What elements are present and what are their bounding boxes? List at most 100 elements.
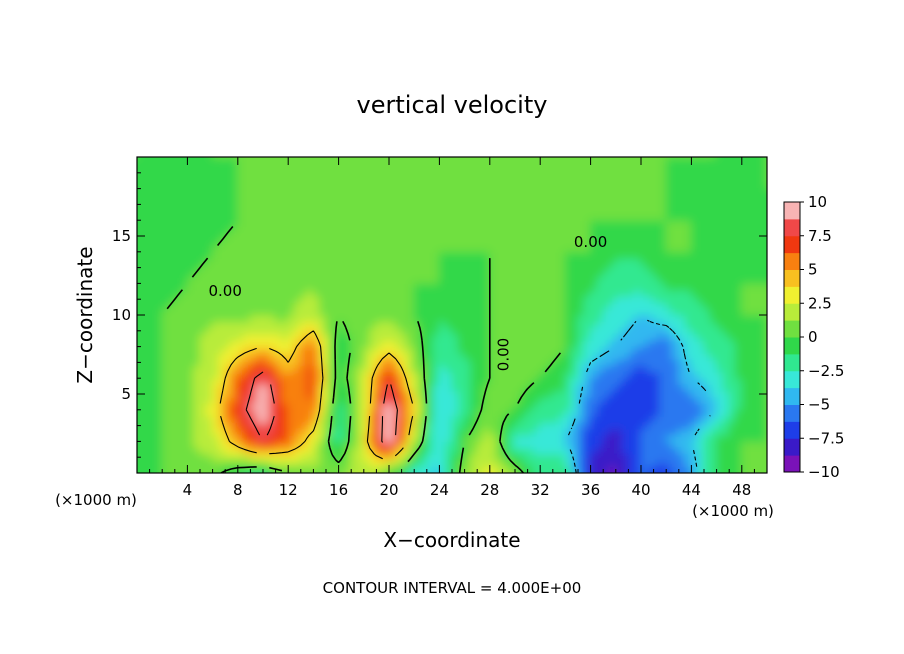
field-cell	[590, 200, 598, 209]
field-cell	[741, 295, 749, 303]
field-cell	[193, 390, 201, 398]
field-cell	[161, 320, 170, 329]
field-cell	[369, 188, 377, 196]
field-cell	[722, 421, 730, 430]
field-cell	[167, 383, 176, 392]
field-cell	[268, 320, 277, 329]
field-cell	[268, 282, 277, 291]
field-cell	[533, 232, 541, 240]
field-cell	[564, 194, 573, 202]
field-cell	[237, 352, 245, 360]
field-cell	[331, 383, 340, 392]
field-cell	[275, 206, 283, 215]
plot-field	[137, 157, 767, 473]
field-cell	[237, 244, 245, 253]
field-cell	[174, 320, 182, 329]
field-cell	[325, 396, 333, 405]
field-cell	[413, 238, 422, 247]
field-cell	[602, 301, 611, 310]
field-cell	[256, 213, 264, 221]
field-cell	[596, 314, 604, 322]
field-cell	[161, 377, 170, 386]
field-cell	[300, 282, 308, 291]
field-cell	[161, 402, 170, 411]
field-cell	[533, 219, 541, 228]
field-cell	[602, 282, 611, 291]
field-cell	[615, 364, 623, 373]
field-cell	[369, 390, 377, 398]
field-cell	[249, 181, 258, 190]
field-cell	[199, 415, 207, 424]
field-cell	[659, 225, 667, 234]
field-cell	[722, 270, 730, 278]
field-cell	[464, 263, 472, 272]
field-cell	[142, 421, 151, 430]
field-cell	[243, 447, 251, 455]
field-cell	[533, 301, 541, 310]
field-cell	[527, 251, 535, 259]
field-cell	[275, 377, 283, 386]
field-cell	[419, 402, 428, 411]
field-cell	[230, 188, 239, 196]
field-cell	[678, 314, 686, 322]
field-cell	[533, 263, 541, 272]
field-cell	[545, 339, 554, 348]
field-cell	[338, 396, 346, 405]
field-cell	[703, 428, 711, 436]
field-cell	[419, 440, 428, 449]
field-cell	[753, 371, 762, 379]
field-cell	[388, 383, 396, 392]
field-cell	[419, 339, 428, 348]
field-cell	[608, 346, 617, 354]
field-cell	[684, 314, 692, 322]
field-cell	[199, 453, 207, 461]
field-cell	[212, 447, 220, 455]
field-cell	[709, 194, 718, 202]
field-cell	[514, 244, 522, 253]
field-cell	[722, 219, 730, 228]
field-cell	[155, 320, 163, 329]
field-cell	[281, 263, 289, 272]
field-cell	[224, 339, 233, 348]
field-cell	[249, 453, 258, 461]
field-cell	[230, 447, 239, 455]
field-cell	[230, 358, 239, 367]
field-cell	[382, 219, 390, 228]
field-cell	[665, 440, 674, 449]
field-cell	[722, 371, 730, 379]
field-cell	[268, 440, 277, 449]
field-cell	[331, 194, 340, 202]
field-cell	[753, 301, 762, 310]
field-cell	[722, 213, 730, 221]
field-cell	[382, 289, 390, 297]
field-cell	[243, 282, 251, 291]
field-cell	[369, 276, 377, 284]
field-cell	[722, 390, 730, 398]
field-cell	[350, 308, 359, 316]
field-cell	[615, 358, 623, 367]
field-cell	[344, 225, 352, 234]
field-cell	[482, 257, 491, 266]
velocity-field	[137, 157, 767, 473]
field-cell	[627, 447, 636, 455]
field-cell	[356, 181, 365, 190]
field-cell	[464, 289, 472, 297]
field-cell	[350, 225, 359, 234]
field-cell	[514, 289, 522, 297]
field-cell	[621, 251, 629, 259]
field-cell	[155, 206, 163, 215]
field-cell	[356, 409, 365, 417]
field-cell	[300, 466, 308, 473]
field-cell	[306, 352, 314, 360]
field-cell	[218, 194, 226, 202]
field-cell	[533, 409, 541, 417]
field-cell	[319, 346, 327, 354]
field-cell	[350, 251, 359, 259]
field-cell	[193, 295, 201, 303]
field-cell	[747, 339, 755, 348]
field-cell	[476, 257, 485, 266]
field-cell	[205, 206, 214, 215]
field-cell	[722, 440, 730, 449]
field-cell	[457, 276, 466, 284]
field-cell	[438, 219, 447, 228]
